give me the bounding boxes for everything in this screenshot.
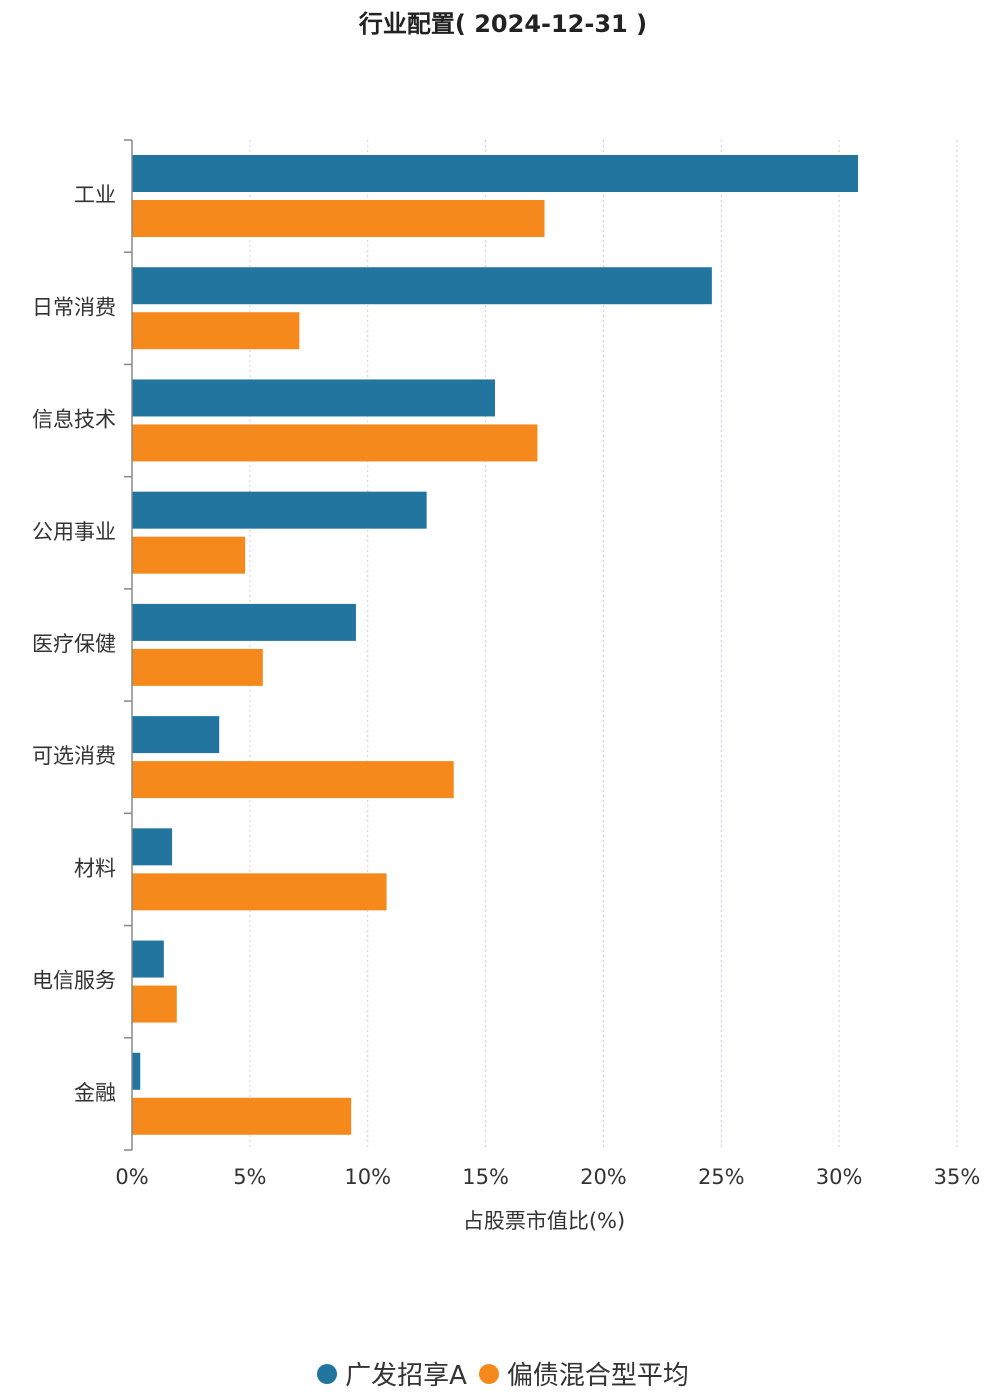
x-tick-label: 20% — [580, 1165, 627, 1189]
x-axis-title: 占股票市值比(%) — [463, 1209, 625, 1233]
bar-series-1 — [132, 267, 712, 305]
x-tick-label: 30% — [816, 1165, 863, 1189]
bar-series-1 — [132, 379, 495, 417]
bar-series-1 — [132, 603, 356, 641]
grid-layer — [249, 140, 958, 1150]
legend-label: 广发招享A — [345, 1361, 467, 1391]
x-tick-label: 25% — [698, 1165, 745, 1189]
bar-series-1 — [132, 155, 858, 192]
x-tick-label: 10% — [344, 1165, 391, 1189]
bar-series-2 — [132, 424, 538, 462]
bar-series-1 — [132, 1052, 141, 1090]
y-category-label: 可选消费 — [32, 744, 116, 768]
y-category-label: 医疗保健 — [32, 632, 116, 656]
x-tick-label: 15% — [462, 1165, 509, 1189]
legend-item-series-2[interactable]: 偏债混合型平均 — [478, 1355, 689, 1392]
y-category-label: 电信服务 — [32, 969, 116, 993]
bar-series-2 — [132, 536, 246, 574]
x-tick-label: 0% — [115, 1165, 148, 1189]
bar-series-1 — [132, 716, 220, 754]
y-category-label: 日常消费 — [32, 295, 116, 319]
bar-series-2 — [132, 648, 263, 686]
legend-item-series-1[interactable]: 广发招享A — [317, 1355, 467, 1392]
legend-label: 偏债混合型平均 — [506, 1361, 689, 1391]
y-category-label: 工业 — [74, 183, 116, 207]
bars-layer — [132, 155, 858, 1135]
bar-series-2 — [132, 200, 545, 237]
bar-series-1 — [132, 828, 173, 866]
y-category-label: 金融 — [74, 1081, 116, 1105]
bar-series-1 — [132, 491, 427, 529]
bar-series-2 — [132, 985, 177, 1023]
labels-layer: 0% 5% 10% 15% 20% 25% 30% 35% 工业日常消费信息技术公用事业医疗保健… — [32, 183, 980, 1189]
legend: 广发招享A 偏债混合型平均 — [0, 1355, 1006, 1392]
legend-marker-icon — [317, 1363, 338, 1384]
bar-series-2 — [132, 761, 454, 799]
bar-series-2 — [132, 1097, 352, 1135]
legend-marker-icon — [478, 1363, 499, 1384]
bar-series-2 — [132, 312, 300, 350]
axis-layer — [124, 139, 133, 1151]
x-tick-label: 5% — [233, 1165, 266, 1189]
y-category-label: 材料 — [74, 856, 116, 880]
chart-title: 行业配置( 2024-12-31 ) — [358, 10, 648, 38]
y-category-label: 信息技术 — [32, 408, 116, 432]
x-tick-label: 35% — [934, 1165, 981, 1189]
bar-series-2 — [132, 873, 387, 911]
y-category-label: 公用事业 — [32, 520, 116, 544]
bar-series-1 — [132, 940, 164, 978]
